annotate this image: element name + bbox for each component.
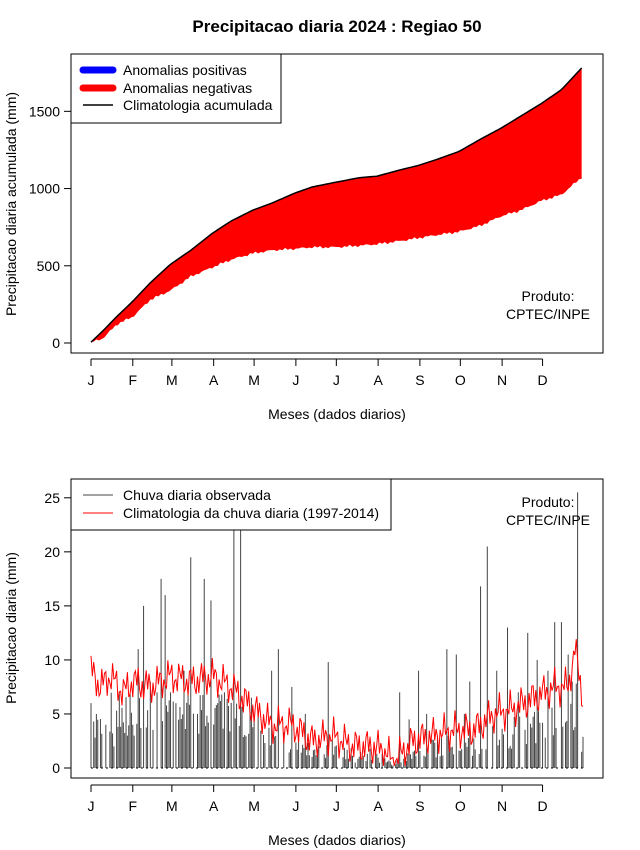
x-tick-label: D	[537, 798, 547, 814]
x-tick-label: J	[333, 798, 340, 814]
x-tick-label: J	[292, 372, 299, 388]
y-tick-label: 1000	[29, 181, 60, 197]
legend-label-daily-clim: Climatologia da chuva diaria (1997-2014)	[123, 505, 379, 521]
y-tick-label: 10	[44, 652, 60, 668]
legend-label-positive: Anomalias positivas	[123, 62, 247, 78]
y-tick-label: 0	[52, 335, 60, 351]
legend-label-climatology: Climatologia acumulada	[123, 97, 273, 113]
x-tick-label: A	[373, 798, 383, 814]
y-tick-label: 20	[44, 544, 60, 560]
y-tick-label: 15	[44, 598, 60, 614]
bottom-product-source: CPTEC/INPE	[506, 512, 590, 528]
x-tick-label: J	[292, 798, 299, 814]
legend-label-observed: Chuva diaria observada	[123, 487, 271, 503]
x-tick-label: J	[88, 372, 95, 388]
x-tick-label: M	[166, 798, 178, 814]
x-tick-label: O	[455, 372, 466, 388]
bottom-y-axis-label: Precipitacao diaria (mm)	[3, 552, 19, 704]
top-x-axis-label: Meses (dados diarios)	[268, 406, 406, 422]
x-tick-label: N	[497, 798, 507, 814]
x-tick-label: M	[248, 372, 260, 388]
y-tick-label: 25	[44, 490, 60, 506]
x-tick-label: A	[209, 798, 219, 814]
x-tick-label: M	[166, 372, 178, 388]
page-title: Precipitacao diaria 2024 : Regiao 50	[192, 17, 481, 36]
x-tick-label: N	[497, 372, 507, 388]
x-tick-label: F	[129, 798, 138, 814]
top-y-axis: 0 500 1000 1500	[29, 103, 72, 351]
bottom-x-axis-label: Meses (dados diarios)	[268, 832, 406, 848]
bottom-panel: 0 5 10 15 20 25 J F M A M J J A S O N D Precipitacao dia…	[3, 478, 604, 848]
observed-rain-series	[90, 492, 584, 769]
top-product-label: Produto:	[522, 288, 575, 304]
bottom-product-label: Produto:	[522, 494, 575, 510]
negative-anomaly-area	[91, 67, 582, 343]
x-tick-label: S	[415, 372, 424, 388]
top-legend: Anomalias positivas Anomalias negativas …	[70, 53, 282, 124]
x-tick-label: S	[415, 798, 424, 814]
bottom-legend-box	[70, 478, 392, 531]
top-panel: 0 500 1000 1500 J F M A M J J A S O N D Precipitacao d…	[3, 53, 604, 422]
top-product-source: CPTEC/INPE	[506, 306, 590, 322]
y-tick-label: 500	[37, 258, 61, 274]
x-tick-label: D	[537, 372, 547, 388]
y-tick-label: 1500	[29, 103, 60, 119]
x-tick-label: A	[209, 372, 219, 388]
legend-label-negative: Anomalias negativas	[123, 80, 252, 96]
bottom-legend: Chuva diaria observada Climatologia da c…	[70, 478, 392, 531]
bottom-y-axis: 0 5 10 15 20 25	[44, 490, 72, 776]
x-tick-label: M	[248, 798, 260, 814]
top-y-axis-label: Precipitacao diaria acumulada (mm)	[3, 92, 19, 316]
x-tick-label: O	[455, 798, 466, 814]
y-tick-label: 0	[52, 760, 60, 776]
x-tick-label: A	[373, 372, 383, 388]
x-tick-label: J	[333, 372, 340, 388]
daily-climatology-line	[90, 639, 584, 766]
cumulative-climatology-line	[90, 67, 583, 343]
x-tick-label: F	[129, 372, 138, 388]
x-tick-label: J	[88, 798, 95, 814]
y-tick-label: 5	[52, 706, 60, 722]
